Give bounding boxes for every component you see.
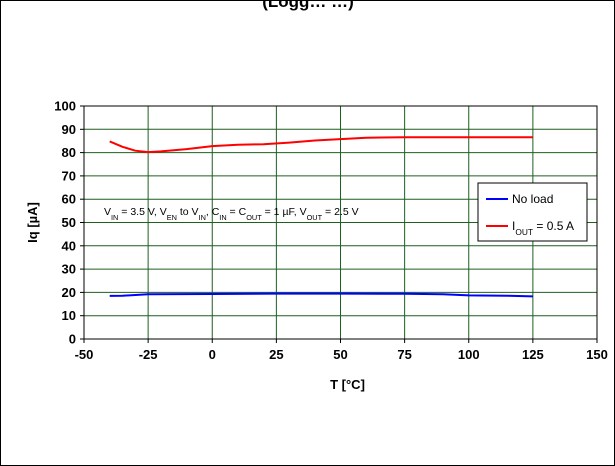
- x-tick-label: 75: [397, 347, 411, 362]
- y-tick-label: 10: [62, 308, 76, 323]
- plot-area: 0 10 20 30 40 50 60 70 80 90 100 -50 -25 0 25 50 75 100 12…: [25, 99, 608, 393]
- x-tick-label: 0: [209, 347, 216, 362]
- legend: No load IOUT = 0.5 A: [477, 182, 588, 242]
- x-tick-label: 150: [586, 347, 608, 362]
- y-tick-label: 40: [62, 238, 76, 253]
- chart-title-fragment: (Logg… …): [262, 0, 354, 11]
- y-tick-label: 80: [62, 145, 76, 160]
- y-tick-label: 100: [54, 99, 76, 114]
- legend-label: No load: [512, 192, 553, 206]
- x-tick-label: 100: [458, 347, 480, 362]
- y-tick-label: 60: [62, 192, 76, 207]
- y-tick-label: 50: [62, 215, 76, 230]
- conditions-text: VIN = 3.5 V, VEN to VIN, CIN = COUT = 1 …: [104, 206, 359, 222]
- y-tick-label: 90: [62, 122, 76, 137]
- y-tick-label: 30: [62, 262, 76, 277]
- x-tick-label: 125: [522, 347, 544, 362]
- series-line-no-load: [109, 292, 533, 298]
- x-tick-label: 25: [269, 347, 283, 362]
- conditions-annotation: VIN = 3.5 V, VEN to VIN, CIN = COUT = 1 …: [104, 206, 359, 222]
- y-axis-title: Iq [µA]: [25, 202, 40, 243]
- y-tick-label: 70: [62, 168, 76, 183]
- x-tick-label: -25: [139, 347, 158, 362]
- y-tick-label: 20: [62, 285, 76, 300]
- x-tick-label: -50: [75, 347, 94, 362]
- legend-box: [477, 182, 588, 242]
- x-axis-title: T [°C]: [330, 377, 365, 392]
- x-tick-label: 50: [333, 347, 347, 362]
- legend-label: IOUT = 0.5 A: [512, 219, 574, 237]
- y-tick-label: 0: [69, 332, 76, 347]
- series-line-iout: [109, 136, 533, 154]
